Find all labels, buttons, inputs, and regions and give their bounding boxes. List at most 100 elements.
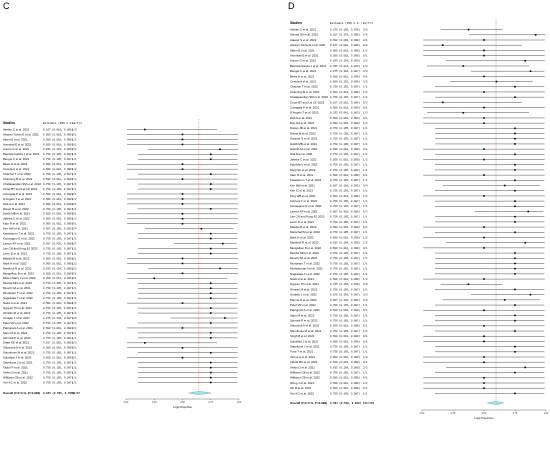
study-events: 2/2	[363, 366, 368, 369]
study-name: Mouch SA et al. 2021	[290, 256, 318, 260]
header-studies: Studies	[3, 121, 15, 125]
point-estimate-square	[483, 117, 485, 119]
study-events: 2/2	[72, 148, 77, 151]
study-name: Alvarez-Torres E et al. 2021	[290, 43, 326, 47]
study-events: 1/1	[363, 392, 368, 395]
study-events: 1/1	[363, 314, 368, 317]
x-tick-label: 0.75	[513, 413, 518, 415]
point-estimate-square	[483, 226, 485, 228]
point-estimate-square	[224, 317, 226, 319]
study-events: 1/2	[363, 382, 368, 385]
study-events: 1/1	[72, 183, 77, 186]
study-name: Patrignani A et al. 2021	[290, 308, 320, 312]
study-events: 1/1	[363, 221, 368, 224]
study-name: Chow BT and Lai CK 2022	[3, 187, 38, 191]
study-events: 0/1	[72, 143, 77, 146]
point-estimate-square	[514, 163, 516, 166]
point-estimate-square	[483, 174, 485, 176]
study-name: Kim HW et al. 2021	[3, 227, 28, 231]
study-estimate: 0.667 (0.168, 0.952)	[330, 184, 361, 187]
study-estimate: 0.500 (0.010, 0.990)	[43, 198, 74, 201]
x-tick-label: 0.25	[451, 413, 456, 415]
point-estimate-square	[483, 377, 485, 379]
study-estimate: 0.500 (0.010, 0.990)	[330, 195, 361, 198]
study-name: Bengel C et al. 2022	[3, 157, 30, 161]
point-estimate-square	[483, 278, 485, 280]
study-estimate: 0.500 (0.010, 0.990)	[43, 223, 74, 226]
point-estimate-square	[209, 173, 212, 175]
study-events: 1/1	[363, 268, 368, 271]
study-estimate: 0.500 (0.010, 0.990)	[43, 257, 74, 260]
study-name: Nassi A et al. 2021	[3, 301, 27, 305]
study-estimate: 0.750 (0.105, 0.987)	[43, 247, 74, 250]
point-estimate-square	[219, 148, 221, 151]
study-events: 1/1	[72, 238, 77, 241]
overall-diamond	[487, 401, 504, 405]
point-estimate-square	[181, 262, 184, 265]
study-estimate: 0.750 (0.105, 0.987)	[330, 169, 361, 172]
study-name: Chachar T et al. 2022	[3, 172, 31, 176]
study-estimate: 0.750 (0.105, 0.987)	[43, 371, 74, 374]
study-name: Larson KF et al. 2021	[3, 241, 31, 245]
study-name: Mark H et al. 2022	[3, 261, 27, 265]
point-estimate-square	[503, 184, 506, 187]
study-estimate: 0.500 (0.010, 0.990)	[330, 382, 361, 385]
study-name: Shiyovich A et al. 2022	[3, 346, 32, 350]
study-events: 0/1	[72, 257, 77, 260]
point-estimate-square	[514, 143, 516, 145]
study-name: Vidula MK et al. 2021	[290, 360, 318, 364]
study-events: 1/1	[363, 169, 368, 172]
study-events: 0/2	[363, 101, 368, 104]
study-estimate: 0.500 (0.010, 0.990)	[330, 340, 361, 343]
study-events: 0/1	[72, 272, 77, 275]
point-estimate-square	[181, 213, 184, 215]
point-estimate-square	[181, 327, 184, 329]
study-name: Konsiagiou G et al. 2022	[3, 237, 35, 241]
point-estimate-square	[462, 65, 465, 67]
x-tick-label: 0.75	[209, 402, 214, 404]
study-estimate: 0.750 (0.105, 0.987)	[330, 372, 361, 375]
study-estimate: 0.857 (0.426, 0.980)	[43, 242, 74, 245]
study-name: Ammirati E et al. 2021	[3, 142, 32, 146]
point-estimate-square	[514, 345, 516, 348]
study-name: Nguyen TD et al. 2021	[3, 306, 32, 310]
point-estimate-square	[514, 221, 516, 223]
header-events: Ev/Trt	[363, 21, 373, 25]
study-estimate: 0.750 (0.105, 0.987)	[43, 367, 74, 370]
study-estimate: 0.750 (0.105, 0.987)	[43, 252, 74, 255]
study-events: 0/1	[363, 309, 368, 312]
study-events: 1/1	[363, 205, 368, 208]
study-name: Sokolska J et al. 2022	[290, 339, 319, 343]
header-studies: Studies	[290, 21, 302, 25]
study-estimate: 0.500 (0.010, 0.990)	[330, 148, 361, 151]
study-estimate: 0.750 (0.105, 0.987)	[330, 257, 361, 260]
study-name: Dickey JB et al. 2021	[290, 126, 318, 130]
point-estimate-square	[514, 127, 516, 130]
study-name: Abelan C et al. 2021	[290, 27, 317, 31]
study-estimate: 0.333 (0.041, 0.863)	[330, 65, 361, 68]
study-estimate: 0.750 (0.105, 0.987)	[43, 352, 74, 355]
study-estimate: 0.750 (0.105, 0.987)	[330, 268, 361, 271]
point-estimate-square	[181, 193, 184, 195]
study-events: 1/3	[363, 112, 368, 115]
study-events: 0/1	[363, 39, 368, 42]
study-name: Tuna T et al. 2021	[290, 350, 314, 354]
study-name: Sano M et al. 2022	[3, 331, 28, 335]
study-estimate: 0.500 (0.010, 0.990)	[43, 262, 74, 265]
study-estimate: 0.500 (0.010, 0.990)	[330, 387, 361, 390]
study-events: 1/1	[363, 132, 368, 135]
study-name: Maeda M et al. 2022	[3, 256, 30, 260]
point-estimate-square	[514, 200, 516, 202]
study-name: Mozdel MN et al. 2022	[3, 281, 32, 285]
study-name: D'Angelo T et al. 2021	[290, 111, 319, 115]
study-estimate: 0.500 (0.010, 0.990)	[330, 49, 361, 52]
study-estimate: 0.500 (0.010, 0.990)	[330, 39, 361, 42]
study-estimate: 0.750 (0.105, 0.987)	[330, 221, 361, 224]
study-name: Levin D et al. 2021	[3, 251, 27, 255]
study-events: 3/3	[363, 294, 368, 297]
panel-label: C	[3, 1, 10, 11]
point-estimate-square	[181, 356, 184, 359]
study-estimate: 0.500 (0.010, 0.990)	[43, 302, 74, 305]
study-name: Chellapandian SM et al. 2022	[290, 95, 328, 99]
